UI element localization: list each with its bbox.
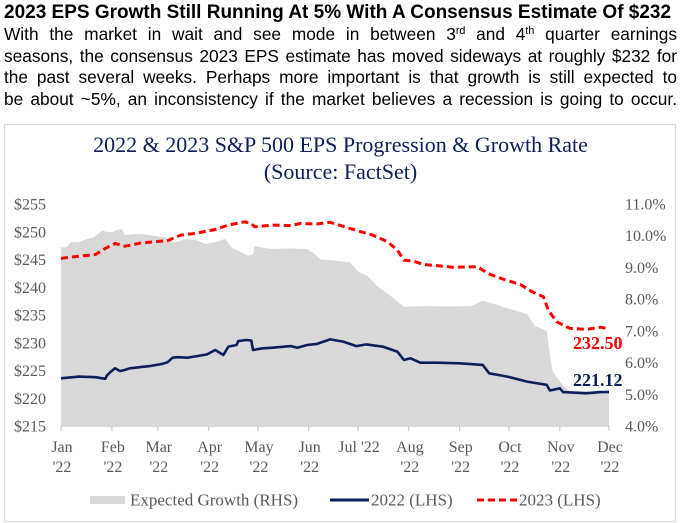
- legend-label-eps-2023: 2023 (LHS): [519, 491, 601, 510]
- eps-2022-end-label: 221.12: [573, 370, 623, 390]
- legend-swatch-expected-growth: [90, 496, 125, 504]
- chart-title: 2022 & 2023 S&P 500 EPS Progression & Gr…: [93, 132, 588, 157]
- x-tick-label: '22: [53, 459, 72, 476]
- x-tick-label: '22: [249, 459, 268, 476]
- paragraph-text: quarter earnings: [534, 24, 677, 44]
- y-left-tick-label: $240: [14, 280, 46, 297]
- paragraph-text: With the market in wait and see mode in …: [4, 24, 456, 44]
- y-right-tick-label: 5.0%: [625, 387, 658, 404]
- y-left-tick-label: $245: [14, 252, 46, 269]
- y-right-tick-label: 6.0%: [625, 355, 658, 372]
- axis-layer: [60, 426, 610, 431]
- expected-growth-area: [61, 229, 609, 426]
- chart-legend: Expected Growth (RHS) 2022 (LHS) 2023 (L…: [90, 491, 601, 510]
- x-tick-label: '22: [149, 459, 168, 476]
- x-tick-label: Apr: [197, 439, 223, 456]
- x-tick-label: '22: [601, 459, 620, 476]
- y-right-tick-label: 4.0%: [625, 419, 658, 436]
- x-tick-label: Feb: [101, 439, 125, 456]
- article-headline: 2023 EPS Growth Still Running At 5% With…: [4, 2, 672, 23]
- y-right-tick-label: 7.0%: [625, 323, 658, 340]
- y-right-tick-label: 8.0%: [625, 292, 658, 309]
- x-tick-label: Aug: [396, 439, 424, 456]
- x-tick-label: Jul '22: [338, 439, 380, 456]
- x-tick-label: '22: [200, 459, 219, 476]
- paragraph-text: and 4: [465, 24, 526, 44]
- x-tick-label: '22: [551, 459, 570, 476]
- paragraph-line: With the market in wait and see mode in …: [4, 24, 677, 46]
- x-tick-label: May: [244, 439, 273, 456]
- eps-2022-line: [60, 338, 610, 395]
- x-tick-label: Nov: [547, 439, 575, 456]
- y-right-tick-label: 9.0%: [625, 260, 658, 277]
- article-paragraph: With the market in wait and see mode in …: [4, 24, 677, 110]
- x-tick-label: Jan: [51, 439, 72, 456]
- x-tick-label: Dec: [597, 439, 623, 456]
- y-left-tick-label: $215: [14, 419, 46, 436]
- x-tick-label: Oct: [498, 439, 522, 456]
- y-left-tick-label: $225: [14, 363, 46, 380]
- y-left-tick-label: $250: [14, 224, 46, 241]
- eps-2023-end-label: 232.50: [573, 333, 623, 353]
- y-left-tick-label: $220: [14, 391, 46, 408]
- x-tick-label: '22: [300, 459, 319, 476]
- eps-2023-line: [60, 220, 610, 331]
- paragraph-line: seasons, the consensus 2023 EPS estimate…: [4, 45, 677, 66]
- paragraph-line: be about ~5%, an inconsistency if the ma…: [4, 88, 677, 109]
- ordinal-suffix: th: [525, 25, 535, 38]
- y-left-tick-label: $235: [14, 308, 46, 325]
- x-tick-label: Mar: [145, 439, 172, 456]
- x-tick-label: '22: [500, 459, 519, 476]
- ordinal-suffix: rd: [455, 25, 466, 38]
- y-left-tick-label: $255: [14, 197, 46, 214]
- line-layer: [60, 220, 610, 395]
- paragraph-line: the past several weeks. Perhaps more imp…: [4, 67, 677, 87]
- x-tick-label: Sep: [449, 439, 473, 456]
- area-layer: [61, 229, 609, 426]
- x-tick-label: Jun: [299, 439, 321, 456]
- y-right-tick-label: 11.0%: [625, 197, 666, 214]
- legend-label-eps-2022: 2022 (LHS): [371, 491, 453, 510]
- y-left-tick-label: $230: [14, 335, 46, 352]
- label-layer: 221.12 232.50 Jan '22 Feb '22 Mar '22 Apr '22 May '…: [14, 197, 666, 477]
- x-tick-label: '22: [400, 459, 419, 476]
- chart-subtitle: (Source: FactSet): [263, 159, 418, 184]
- y-right-tick-label: 10.0%: [625, 228, 666, 245]
- x-tick-label: '22: [451, 459, 470, 476]
- x-tick-label: '22: [103, 459, 122, 476]
- legend-label-expected-growth: Expected Growth (RHS): [130, 491, 298, 510]
